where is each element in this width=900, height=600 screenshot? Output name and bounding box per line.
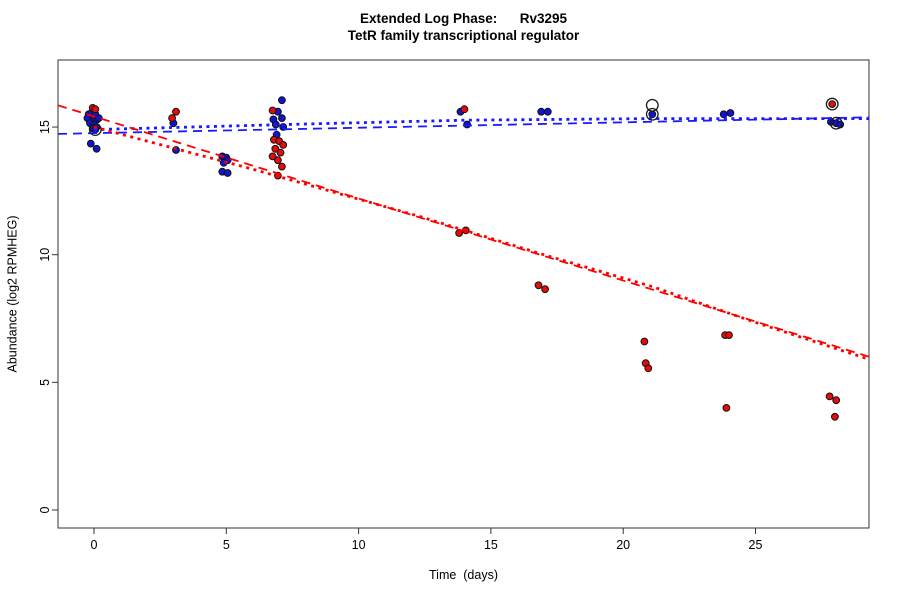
x-axis-tick-label: 15 bbox=[484, 538, 498, 552]
blue-data-point bbox=[92, 144, 101, 153]
y-axis-label: Abundance (log2 RPMHEG) bbox=[6, 215, 20, 373]
red-data-point bbox=[91, 105, 100, 114]
chart-subtitle: TetR family transcriptional regulator bbox=[347, 28, 580, 43]
red-data-point bbox=[278, 162, 286, 171]
circled-point-marker bbox=[88, 123, 102, 137]
red-data-point bbox=[274, 156, 282, 165]
y-axis-tick-label: 15 bbox=[38, 120, 52, 134]
blue-data-point bbox=[726, 109, 735, 117]
blue-data-point bbox=[648, 110, 657, 119]
x-axis-tick-label: 10 bbox=[352, 538, 366, 552]
red-data-point bbox=[271, 144, 280, 153]
plot-box bbox=[57, 59, 870, 529]
x-axis-tick-label: 0 bbox=[91, 538, 98, 552]
red-data-point bbox=[268, 152, 277, 161]
trend-line-blue-dashed bbox=[57, 116, 870, 135]
blue-data-point bbox=[86, 139, 95, 148]
red-data-point bbox=[541, 285, 549, 294]
x-axis-label: Time (days) bbox=[429, 568, 498, 582]
blue-data-point bbox=[463, 120, 472, 129]
red-data-point bbox=[276, 148, 285, 157]
x-axis-tick-label: 5 bbox=[223, 538, 230, 552]
y-axis-tick-label: 5 bbox=[38, 379, 52, 386]
circled-point-marker bbox=[645, 107, 659, 121]
red-data-point bbox=[455, 229, 464, 237]
y-axis-tick-label: 10 bbox=[38, 248, 52, 262]
circled-point-marker bbox=[825, 97, 839, 111]
blue-data-point bbox=[278, 114, 286, 122]
blue-data-point bbox=[719, 110, 728, 119]
y-axis-tick-label: 0 bbox=[38, 506, 52, 513]
red-data-point bbox=[725, 331, 733, 340]
red-data-point bbox=[268, 106, 277, 115]
red-data-point bbox=[828, 100, 837, 108]
blue-data-point bbox=[537, 107, 546, 116]
blue-data-point bbox=[543, 107, 552, 116]
blue-data-point bbox=[223, 169, 232, 177]
red-data-point bbox=[832, 396, 841, 405]
chart-title: Extended Log Phase: Rv3295 bbox=[359, 11, 568, 26]
circled-point-marker bbox=[645, 98, 659, 112]
red-data-point bbox=[460, 105, 469, 114]
red-data-point bbox=[172, 107, 180, 116]
red-data-point bbox=[168, 114, 177, 122]
red-data-point bbox=[279, 141, 288, 149]
red-data-point bbox=[831, 412, 839, 421]
trend-line-red-dotted bbox=[93, 125, 870, 361]
circled-point-marker bbox=[829, 116, 843, 130]
red-data-point bbox=[722, 404, 731, 412]
y-axis-label-wrap: Abundance (log2 RPMHEG) bbox=[2, 0, 24, 588]
blue-data-point bbox=[278, 96, 286, 105]
red-data-point bbox=[640, 337, 649, 346]
chart-title-block: Extended Log Phase: Rv3295 TetR family t… bbox=[58, 10, 869, 44]
red-data-point bbox=[534, 281, 543, 290]
red-data-point bbox=[825, 392, 834, 401]
x-axis-tick-label: 25 bbox=[749, 538, 763, 552]
x-axis-tick-label: 20 bbox=[616, 538, 630, 552]
red-data-point bbox=[644, 364, 653, 373]
